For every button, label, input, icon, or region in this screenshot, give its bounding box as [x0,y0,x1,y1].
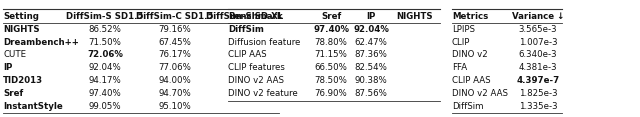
Text: 78.50%: 78.50% [315,76,348,85]
Text: 87.56%: 87.56% [355,89,387,98]
Text: Dreambench++: Dreambench++ [3,38,79,47]
Text: DiffSim-S SD1.5: DiffSim-S SD1.5 [67,12,144,21]
Text: DINO v2 AAS: DINO v2 AAS [228,76,284,85]
Text: DiffSim-S SD-XL: DiffSim-S SD-XL [207,12,284,21]
Text: LPIPS: LPIPS [452,25,475,34]
Text: 90.38%: 90.38% [355,76,387,85]
Text: 62.47%: 62.47% [355,38,387,47]
Text: 97.40%: 97.40% [88,89,122,98]
Text: 79.16%: 79.16% [159,25,191,34]
Text: 76.90%: 76.90% [315,89,348,98]
Text: 76.17%: 76.17% [159,50,191,59]
Text: CLIP AAS: CLIP AAS [228,50,267,59]
Text: 95.10%: 95.10% [159,102,191,111]
Text: 66.50%: 66.50% [315,63,348,72]
Text: IP: IP [3,63,12,72]
Text: 94.17%: 94.17% [88,76,122,85]
Text: Variance ↓: Variance ↓ [512,12,564,21]
Text: Sref: Sref [321,12,341,21]
Text: IP: IP [366,12,376,21]
Text: CLIP AAS: CLIP AAS [452,76,491,85]
Text: CLIP features: CLIP features [228,63,285,72]
Text: 99.05%: 99.05% [89,102,122,111]
Text: 1.007e-3: 1.007e-3 [518,38,557,47]
Text: FFA: FFA [452,63,467,72]
Text: 94.00%: 94.00% [159,76,191,85]
Text: Metrics: Metrics [452,12,488,21]
Text: 77.06%: 77.06% [159,63,191,72]
Text: 86.52%: 86.52% [88,25,122,34]
Text: 3.565e-3: 3.565e-3 [518,25,557,34]
Text: 4.381e-3: 4.381e-3 [518,63,557,72]
Text: Benchmark: Benchmark [228,12,283,21]
Text: CUTE: CUTE [3,50,26,59]
Text: 1.825e-3: 1.825e-3 [518,89,557,98]
Text: NIGHTS: NIGHTS [397,12,433,21]
Text: 87.36%: 87.36% [355,50,387,59]
Text: 97.40%: 97.40% [313,25,349,34]
Text: InstantStyle: InstantStyle [3,102,63,111]
Text: DINO v2 AAS: DINO v2 AAS [452,89,508,98]
Text: DiffSim-C SD1.5: DiffSim-C SD1.5 [136,12,214,21]
Text: Setting: Setting [3,12,39,21]
Text: 71.50%: 71.50% [88,38,122,47]
Text: 71.15%: 71.15% [315,50,348,59]
Text: DiffSim: DiffSim [228,25,264,34]
Text: 6.340e-3: 6.340e-3 [518,50,557,59]
Text: NIGHTS: NIGHTS [3,25,40,34]
Text: DINO v2: DINO v2 [452,50,488,59]
Text: 94.70%: 94.70% [159,89,191,98]
Text: DiffSim: DiffSim [452,102,483,111]
Text: 92.04%: 92.04% [88,63,122,72]
Text: CLIP: CLIP [452,38,470,47]
Text: TID2013: TID2013 [3,76,43,85]
Text: Sref: Sref [3,89,23,98]
Text: 67.45%: 67.45% [159,38,191,47]
Text: 78.80%: 78.80% [315,38,348,47]
Text: 92.04%: 92.04% [353,25,389,34]
Text: 1.335e-3: 1.335e-3 [518,102,557,111]
Text: 82.54%: 82.54% [355,63,387,72]
Text: 72.06%: 72.06% [87,50,123,59]
Text: 4.397e-7: 4.397e-7 [516,76,559,85]
Text: Diffusion feature: Diffusion feature [228,38,300,47]
Text: DINO v2 feature: DINO v2 feature [228,89,298,98]
